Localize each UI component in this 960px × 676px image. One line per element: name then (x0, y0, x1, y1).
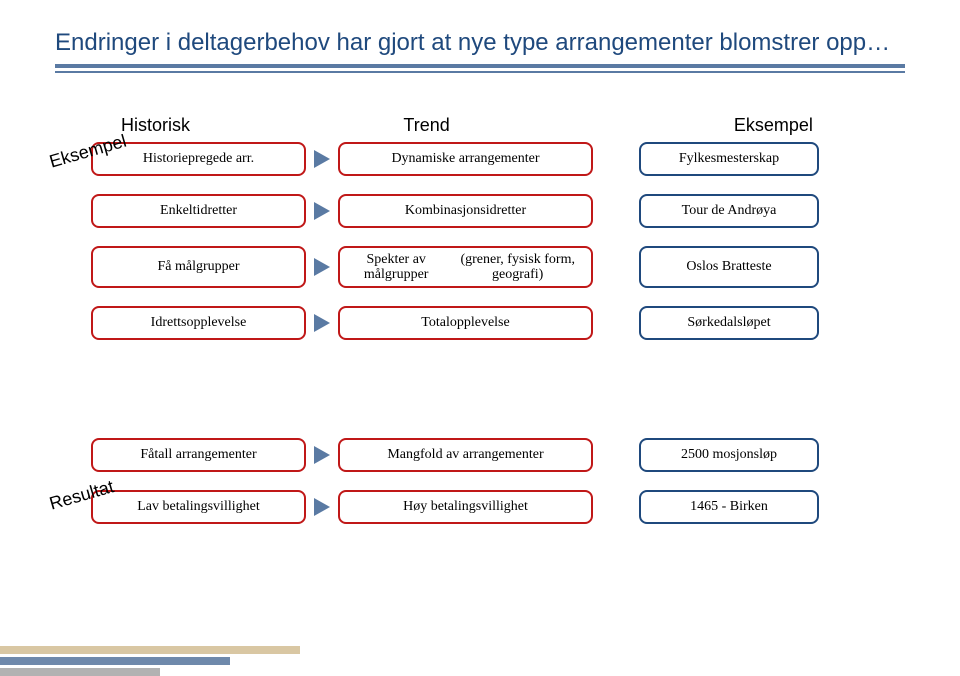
pill-historisk: Lav betalingsvillighet (91, 490, 306, 524)
pill-eksempel: Sørkedalsløpet (639, 306, 819, 340)
page-title: Endringer i deltagerbehov har gjort at n… (55, 28, 905, 58)
pill-historisk: Få målgrupper (91, 246, 306, 288)
col-header-historisk: Historisk (91, 115, 325, 136)
deco-bar (0, 646, 300, 654)
column-headers: Historisk Trend Eksempel (91, 115, 905, 136)
diagram-row: Enkeltidretter Kombinasjonsidretter Tour d… (91, 194, 905, 228)
pill-historisk: Fåtall arrangementer (91, 438, 306, 472)
title-rule-thick (55, 64, 905, 68)
arrow-icon (314, 258, 330, 276)
pill-eksempel: Fylkesmesterskap (639, 142, 819, 176)
top-rows: Historiepregede arr.Dynamiske arrangemen… (91, 142, 905, 340)
arrow-icon (314, 202, 330, 220)
col-header-eksempel: Eksempel (714, 115, 905, 136)
pill-historisk: Enkeltidretter (91, 194, 306, 228)
pill-trend: Kombinasjonsidretter (338, 194, 593, 228)
pill-eksempel: 1465 - Birken (639, 490, 819, 524)
title-rule-thin (55, 71, 905, 73)
slide: Endringer i deltagerbehov har gjort at n… (0, 0, 960, 676)
decorative-bars (0, 643, 300, 676)
arrow-icon (314, 446, 330, 464)
arrow-icon (314, 314, 330, 332)
diagram-row: Fåtall arrangementer Mangfold av arrangem… (91, 438, 905, 472)
deco-bar (0, 668, 160, 676)
diagram-row: Idrettsopplevelse Totalopplevelse Sørkedal… (91, 306, 905, 340)
col-header-trend: Trend (373, 115, 645, 136)
pill-trend: Høy betalingsvillighet (338, 490, 593, 524)
pill-trend: Dynamiske arrangementer (338, 142, 593, 176)
pill-trend: Mangfold av arrangementer (338, 438, 593, 472)
bottom-rows: Fåtall arrangementer Mangfold av arrangem… (91, 438, 905, 524)
arrow-icon (314, 498, 330, 516)
diagram-row: Få målgrupper Spekter av målgrupper(grene… (91, 246, 905, 288)
pill-historisk: Idrettsopplevelse (91, 306, 306, 340)
diagram-row: Historiepregede arr.Dynamiske arrangemen… (91, 142, 905, 176)
diagram-row: Lav betalingsvillighet Høy betalingsvilli… (91, 490, 905, 524)
title-divider (55, 64, 905, 73)
arrow-icon (314, 150, 330, 168)
pill-trend: Spekter av målgrupper(grener, fysisk for… (338, 246, 593, 288)
pill-eksempel: Tour de Andrøya (639, 194, 819, 228)
deco-bar (0, 657, 230, 665)
pill-eksempel: Oslos Bratteste (639, 246, 819, 288)
pill-trend: Totalopplevelse (338, 306, 593, 340)
pill-eksempel: 2500 mosjonsløp (639, 438, 819, 472)
